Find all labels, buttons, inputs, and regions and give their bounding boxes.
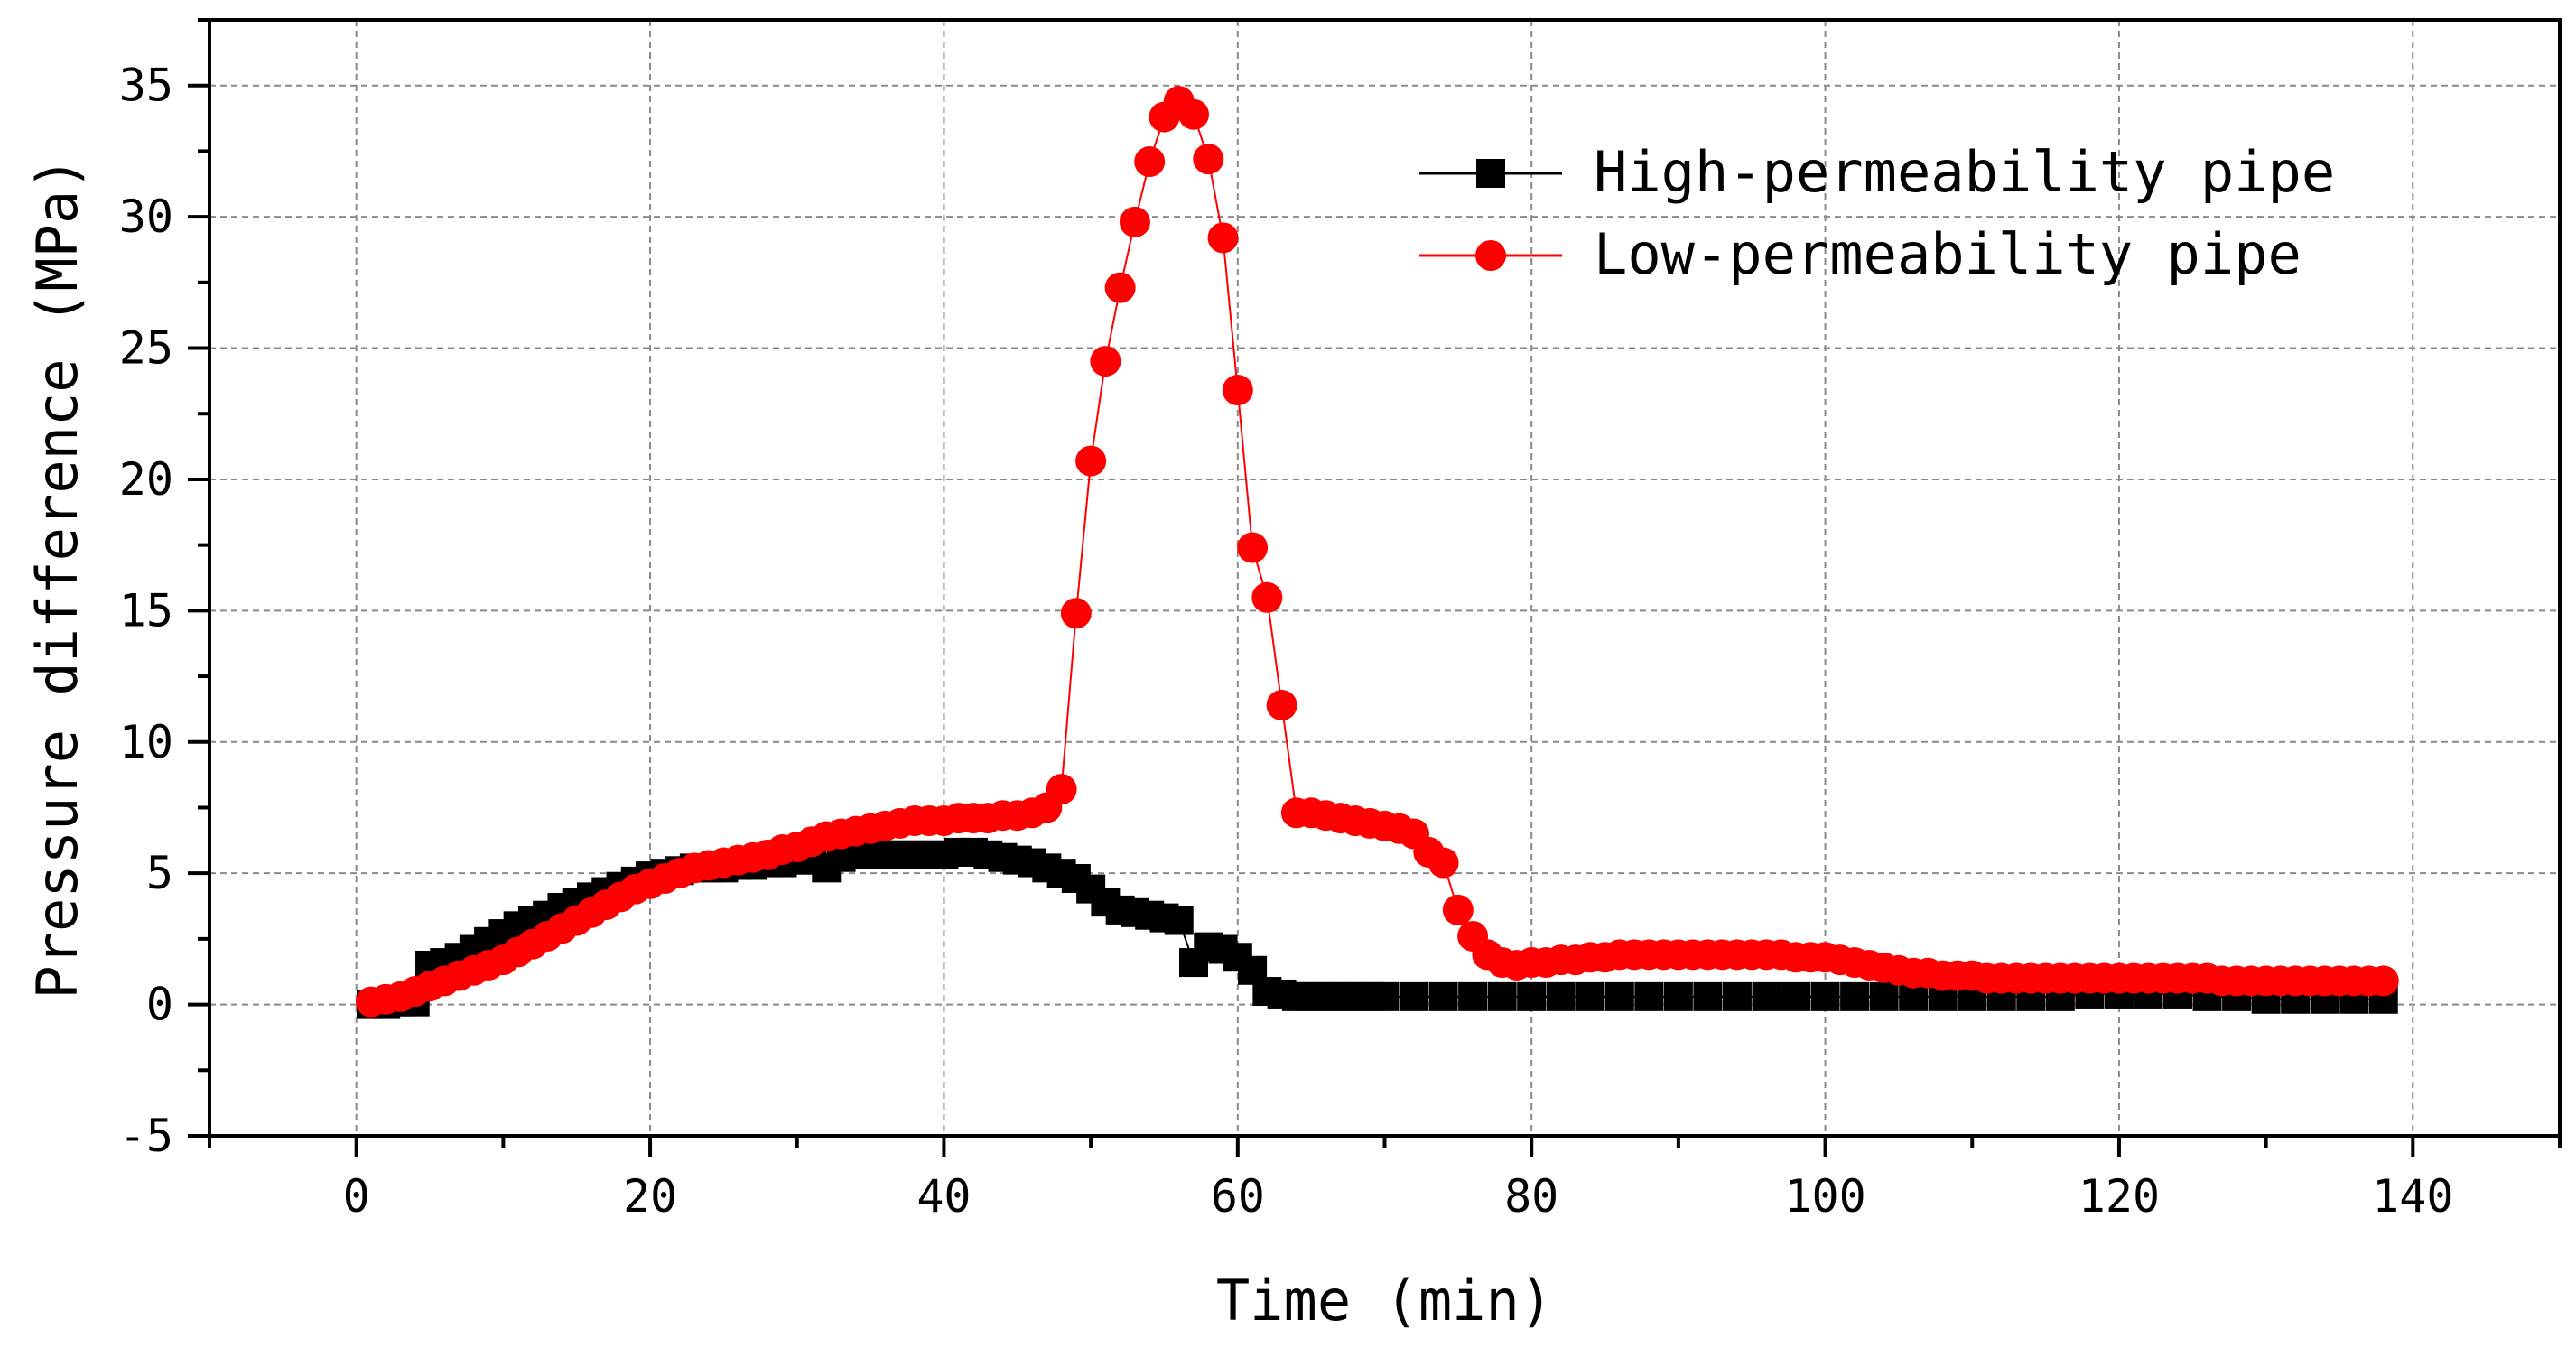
data-point (1442, 894, 1474, 925)
y-tick-label: 25 (119, 322, 173, 375)
x-tick-label: 80 (1504, 1170, 1558, 1222)
data-point (1663, 981, 1693, 1011)
y-tick-label: 35 (119, 60, 173, 112)
legend-label-high-permeability: High-permeability pipe (1594, 139, 2335, 205)
data-point (1400, 981, 1429, 1011)
data-point (1752, 981, 1781, 1011)
x-tick-label: 60 (1211, 1170, 1265, 1222)
tick-labels: 0 20 40 60 80 100 120 140 -5 0 5 10 15 20 25 30 35 (119, 60, 2454, 1222)
legend-marker-circle (1475, 240, 1506, 271)
data-point (1517, 981, 1547, 1011)
data-point (1090, 346, 1121, 377)
y-axis-title: Pressure difference (MPa) (24, 156, 90, 999)
data-point (2367, 965, 2399, 997)
data-point (1237, 532, 1269, 563)
data-point (1722, 981, 1752, 1011)
data-point (1604, 981, 1634, 1011)
legend-label-low-permeability: Low-permeability pipe (1594, 221, 2302, 287)
data-point (1840, 981, 1870, 1011)
data-point (1810, 981, 1840, 1011)
y-tick-label: -5 (119, 1110, 173, 1162)
y-tick-label: 5 (146, 847, 173, 899)
x-tick-label: 0 (343, 1170, 370, 1222)
data-point (1546, 981, 1576, 1011)
series-layer (355, 86, 2399, 1019)
data-point (1427, 847, 1459, 879)
x-axis-title: Time (min) (1216, 1268, 1553, 1334)
data-point (1178, 98, 1210, 130)
x-tick-label: 120 (2078, 1170, 2160, 1222)
x-tick-label: 140 (2372, 1170, 2453, 1222)
data-point (1458, 981, 1488, 1011)
y-tick-label: 10 (119, 716, 173, 768)
data-point (1693, 981, 1723, 1011)
data-point (1119, 206, 1150, 237)
data-point (1634, 981, 1664, 1011)
y-tick-label: 15 (119, 584, 173, 637)
data-point (1869, 981, 1899, 1011)
data-point (1266, 690, 1297, 721)
data-point (1251, 581, 1283, 613)
data-point (1104, 272, 1136, 303)
data-point (1487, 981, 1517, 1011)
data-point (1222, 375, 1253, 406)
legend-marker-square (1476, 159, 1505, 188)
data-point (1428, 981, 1458, 1011)
data-point (1370, 981, 1400, 1011)
data-point (1164, 906, 1194, 935)
x-tick-label: 100 (1784, 1170, 1865, 1222)
y-tick-label: 0 (146, 979, 173, 1031)
data-point (1207, 222, 1239, 254)
data-point (1046, 774, 1077, 805)
y-tick-label: 30 (119, 191, 173, 243)
x-tick-label: 20 (623, 1170, 677, 1222)
series-low-permeability (355, 86, 2399, 1018)
data-point (1060, 598, 1092, 629)
data-point (1781, 981, 1811, 1011)
data-point (1193, 144, 1224, 175)
data-point (1075, 445, 1107, 477)
grid (209, 20, 2560, 1137)
x-tick-label: 40 (916, 1170, 971, 1222)
data-point (1576, 981, 1605, 1011)
data-point (1134, 146, 1166, 178)
y-tick-label: 20 (119, 453, 173, 506)
axes (188, 18, 2562, 1157)
legend: High-permeability pipe Low-permeability … (1419, 139, 2335, 287)
